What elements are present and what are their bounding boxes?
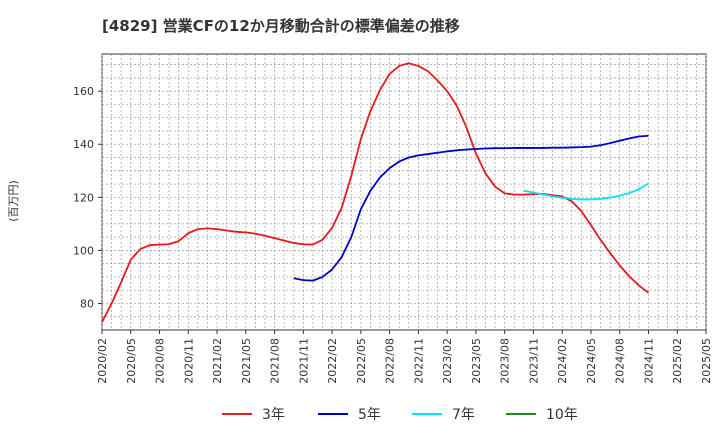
x-tick-label: 2021/05: [240, 338, 253, 384]
x-tick-label: 2023/08: [499, 338, 512, 384]
x-tick-label: 2021/02: [211, 338, 224, 384]
y-tick-label: 140: [73, 138, 94, 151]
x-tick-label: 2024/08: [614, 338, 627, 384]
x-tick-label: 2020/05: [125, 338, 138, 384]
grid-layer: [101, 54, 707, 330]
series-line-0: [101, 62, 650, 323]
x-tick-label: 2020/02: [96, 338, 109, 384]
plot-frame: [101, 53, 707, 331]
y-tick-label: 100: [73, 244, 94, 257]
x-tick-label: 2023/05: [470, 338, 483, 384]
x-tick-label: 2021/08: [269, 338, 282, 384]
x-tick-label: 2023/11: [527, 338, 540, 384]
x-tick-label: 2022/11: [412, 338, 425, 384]
series-line-2: [523, 182, 649, 201]
series-line-1: [293, 134, 649, 282]
x-tick-label: 2023/02: [441, 338, 454, 384]
x-tick-layer: 2020/02 2020/05 2020/08 2020/11 2021/02 2021/…: [96, 330, 713, 384]
legend-label-1: 5年: [358, 407, 381, 423]
y-tick-label: 80: [80, 297, 94, 310]
x-tick-label: 2021/11: [297, 338, 310, 384]
x-tick-label: 2020/08: [154, 338, 167, 384]
x-tick-label: 2022/05: [355, 338, 368, 384]
x-tick-label: 2024/11: [642, 338, 655, 384]
legend-label-2: 7年: [452, 407, 475, 423]
y-tick-label: 160: [73, 85, 94, 98]
x-tick-label: 2025/02: [671, 338, 684, 384]
series-layer: [101, 62, 650, 323]
legend: 3年 5年 7年 10年: [222, 407, 578, 423]
x-tick-label: 2022/08: [384, 338, 397, 384]
x-tick-label: 2020/11: [182, 338, 195, 384]
x-tick-label: 2025/05: [700, 338, 713, 384]
y-axis-label: (百万円): [7, 180, 20, 222]
x-tick-label: 2022/02: [326, 338, 339, 384]
legend-label-0: 3年: [262, 407, 285, 423]
chart-title: [4829] 営業CFの12か月移動合計の標準偏差の推移: [102, 17, 460, 35]
y-tick-layer: 80 100 120 140 160: [73, 85, 102, 310]
x-tick-label: 2024/05: [585, 338, 598, 384]
legend-label-3: 10年: [546, 407, 578, 423]
y-tick-label: 120: [73, 191, 94, 204]
x-tick-label: 2024/02: [556, 338, 569, 384]
